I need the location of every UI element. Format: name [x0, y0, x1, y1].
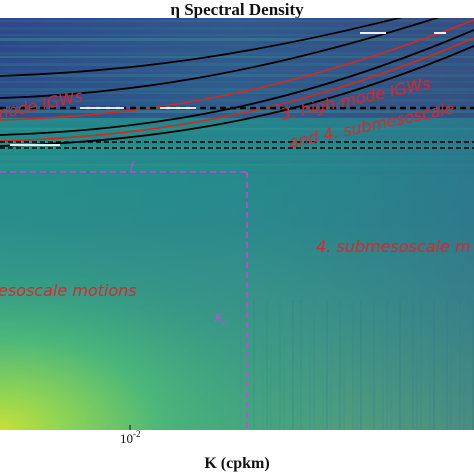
marker-kc-letter: K [213, 310, 224, 325]
heatmap-field [0, 18, 474, 430]
region-label-mesoscale-motions: esoscale motions [0, 281, 137, 300]
title-text: Spectral Density [184, 0, 304, 19]
x-axis-label: K (cpkm) [204, 455, 269, 472]
dispersion-curve-red-2 [0, 37, 474, 142]
title-symbol: η [170, 0, 180, 19]
dispersion-curve-black-1 [0, 18, 403, 77]
x-tick-label: 10-2 [120, 429, 141, 446]
marker-kc-subscript: c [223, 318, 227, 328]
heatmap-energetic-corner [0, 160, 474, 430]
region-label-submesoscale: 4. submesoscale m [316, 237, 470, 256]
dispersion-curve-red-1 [0, 19, 474, 121]
chart-title: η Spectral Density [170, 0, 304, 19]
x-tick-base: 10 [120, 431, 133, 446]
dispersion-curve-black-2 [0, 18, 440, 99]
marker-f-label: f [130, 158, 136, 173]
x-tick-exponent: -2 [133, 429, 141, 439]
chart-overlays [0, 18, 474, 430]
marker-kc-label: Kc [213, 310, 227, 328]
